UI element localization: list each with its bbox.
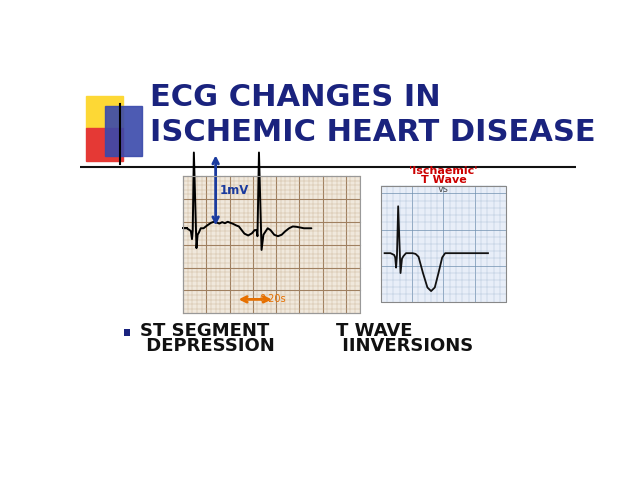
Text: 1mV: 1mV: [220, 184, 249, 197]
Bar: [381, 186, 506, 302]
Bar: [124, 329, 131, 336]
Text: 'Ischaemic': 'Ischaemic': [409, 166, 477, 176]
Bar: [105, 106, 142, 156]
Bar: [183, 176, 360, 313]
Bar: [86, 129, 124, 161]
Text: ISCHEMIC HEART DISEASE: ISCHEMIC HEART DISEASE: [150, 118, 595, 147]
Text: vs: vs: [438, 184, 449, 194]
Bar: [86, 96, 124, 129]
Text: 0.20s: 0.20s: [260, 294, 287, 304]
Text: DEPRESSION: DEPRESSION: [140, 337, 275, 355]
Bar: [381, 186, 506, 302]
Bar: [183, 176, 360, 313]
Text: T Wave: T Wave: [420, 175, 467, 185]
Text: T WAVE: T WAVE: [336, 322, 412, 340]
Text: ECG CHANGES IN: ECG CHANGES IN: [150, 83, 440, 112]
Text: IINVERSIONS: IINVERSIONS: [336, 337, 473, 355]
Text: ST SEGMENT: ST SEGMENT: [140, 322, 269, 340]
